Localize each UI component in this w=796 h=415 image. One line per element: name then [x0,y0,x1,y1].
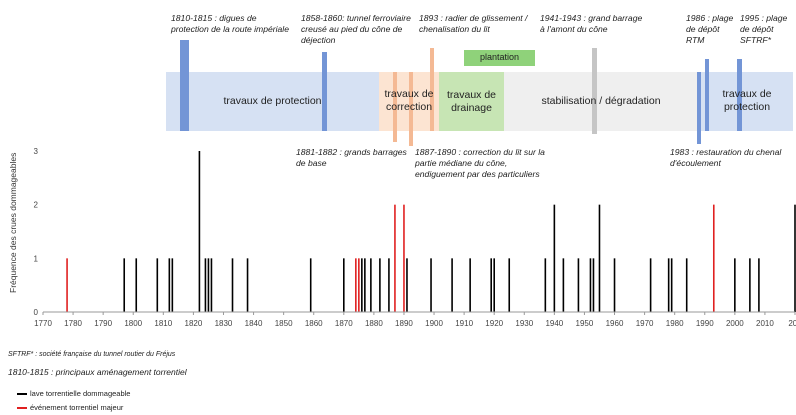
x-tick-label: 1980 [666,319,684,328]
annotation-1941: 1941-1943 : grand barrage à l'amont du c… [540,13,643,34]
x-tick-label: 2000 [726,319,744,328]
phase-protection-2 [698,72,793,131]
x-tick-label: 1770 [34,319,52,328]
annotation-1858: 1858-1860: tunnel ferroviaire creusé au … [301,13,411,45]
y-tick-label: 1 [34,254,39,263]
marker-1887 [409,72,413,146]
x-tick-label: 1900 [425,319,443,328]
marker-1810 [180,40,189,131]
x-tick-label: 1800 [124,319,142,328]
plantation-label: plantation [479,52,520,62]
x-tick-label: 1830 [215,319,233,328]
marker-1986 [705,59,709,131]
x-tick-label: 1840 [245,319,263,328]
x-tick-label: 1940 [545,319,563,328]
x-tick-label: 1790 [94,319,112,328]
x-tick-label: 202 [788,319,796,328]
x-tick-label: 1810 [154,319,172,328]
legend-label-lave: lave torrentielle dommageable [30,389,131,398]
marker-1881 [393,72,397,142]
x-tick-label: 1920 [485,319,503,328]
x-tick-label: 1950 [576,319,594,328]
y-tick-label: 0 [34,308,39,317]
marker-1893 [430,48,434,131]
phase-drainage [439,72,504,131]
marker-1941 [592,48,597,134]
x-tick-label: 1990 [696,319,714,328]
phase-label-protection-2: travaux de protection [722,88,772,113]
marker-1858 [322,52,327,131]
x-tick-label: 1860 [305,319,323,328]
x-tick-label: 1930 [515,319,533,328]
x-tick-label: 1890 [395,319,413,328]
annotation-1881: 1881-1882 : grands barrages de base [296,147,407,168]
x-tick-label: 1970 [636,319,654,328]
x-tick-label: 1960 [606,319,624,328]
annotation-1893: 1893 : radier de glissement / chenalisat… [419,13,528,34]
plantation-band [464,50,535,66]
phase-label-correction: travaux de correction [384,88,434,113]
phase-protection-1 [166,72,379,131]
annotation-1995: 1995 : plage de dépôt SFTRF* [740,13,788,45]
x-tick-label: 1850 [275,319,293,328]
phase-label-drainage: travaux de drainage [446,89,497,114]
x-tick-label: 1820 [185,319,203,328]
phase-label-stabilisation: stabilisation / dégradation [541,95,661,107]
annotation-1983: 1983 : restauration du chenal d'écouleme… [670,147,782,168]
marker-1995 [737,59,742,131]
x-tick-label: 1870 [335,319,353,328]
x-tick-label: 2010 [756,319,774,328]
footnote-sftrf: SFTRF* : société française du tunnel rou… [8,351,176,358]
annotation-1810: 1810-1815 : digues de protection de la r… [171,13,289,34]
x-tick-label: 1780 [64,319,82,328]
phase-stabilisation [504,72,698,131]
y-tick-label: 2 [34,201,39,210]
legend-swatch-majeur [17,407,27,409]
legend-label-majeur: événement torrentiel majeur [30,403,124,412]
x-tick-label: 1910 [455,319,473,328]
annotation-1986: 1986 : plage de dépôt RTM [686,13,734,45]
legend-swatch-lave [17,393,27,395]
footnote-example: 1810-1815 : principaux aménagement torre… [8,367,187,377]
phase-label-protection-1: travaux de protection [223,95,322,107]
y-tick-label: 3 [34,147,39,156]
x-tick-label: 1880 [365,319,383,328]
marker-1983 [697,72,701,144]
annotation-1887: 1887-1890 : correction du lit sur la par… [415,147,545,179]
